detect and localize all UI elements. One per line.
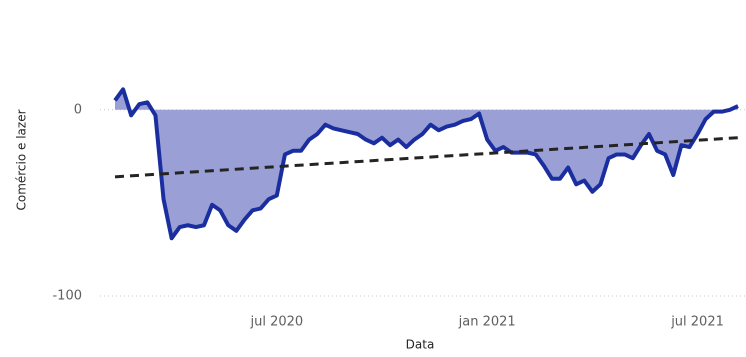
x-tick-label: jan 2021 [458, 315, 516, 330]
series-line [113, 87, 739, 241]
x-tick-label: jul 2020 [249, 315, 303, 330]
series-area [115, 89, 738, 239]
y-tick-label: 0 [74, 102, 82, 117]
y-axis-title: Comércio e lazer [15, 109, 29, 210]
x-tick-label: jul 2021 [670, 315, 724, 330]
x-axis-title: Data [406, 338, 435, 352]
y-tick-label: -100 [52, 289, 82, 304]
